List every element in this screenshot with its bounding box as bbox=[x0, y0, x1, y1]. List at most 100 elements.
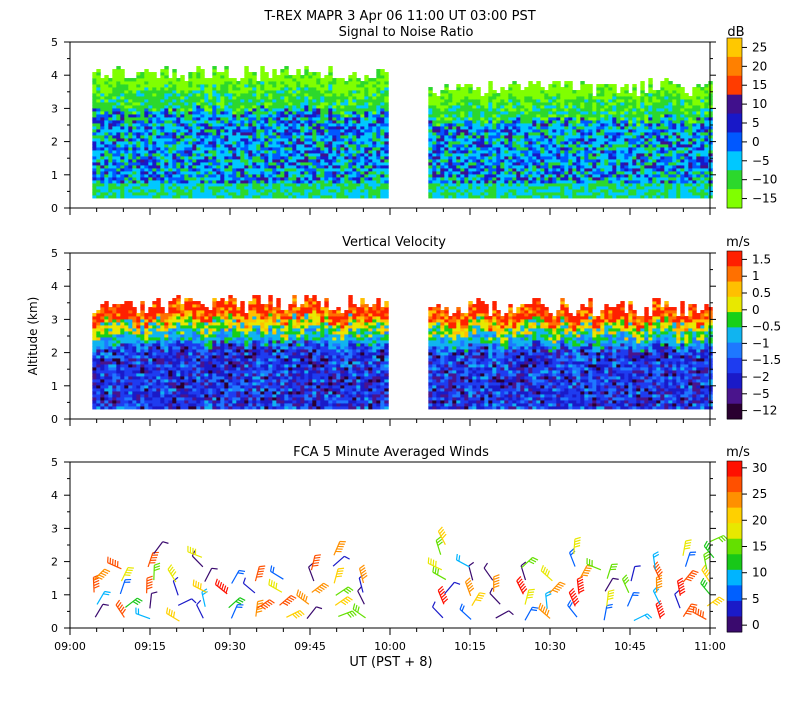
snr-cell bbox=[468, 141, 473, 145]
snr-cell bbox=[604, 123, 609, 127]
snr-cell bbox=[260, 150, 265, 154]
snr-cell bbox=[624, 114, 629, 118]
snr-cell bbox=[464, 144, 469, 148]
snr-cell bbox=[596, 144, 601, 148]
snr-cell bbox=[200, 72, 205, 76]
snr-cell bbox=[580, 96, 585, 100]
snr-cell bbox=[624, 159, 629, 163]
snr-cell bbox=[372, 147, 377, 151]
snr-cell bbox=[240, 96, 245, 100]
snr-cell bbox=[352, 105, 357, 109]
snr-cell bbox=[628, 144, 633, 148]
snr-cell bbox=[324, 174, 329, 178]
snr-cell bbox=[216, 138, 221, 142]
snr-cell bbox=[444, 117, 449, 121]
snr-cell bbox=[500, 150, 505, 154]
snr-cell bbox=[336, 120, 341, 124]
snr-cell bbox=[500, 135, 505, 139]
snr-cell bbox=[324, 120, 329, 124]
snr-cell bbox=[468, 153, 473, 157]
snr-cell bbox=[476, 90, 481, 94]
snr-cell bbox=[224, 81, 229, 85]
snr-cell bbox=[92, 195, 97, 199]
snr-cell bbox=[536, 141, 541, 145]
snr-cell bbox=[328, 159, 333, 163]
snr-cell bbox=[612, 102, 617, 106]
snr-cell bbox=[444, 138, 449, 142]
snr-cell bbox=[560, 117, 565, 121]
snr-cell bbox=[488, 93, 493, 97]
snr-cell bbox=[612, 174, 617, 178]
snr-cell bbox=[112, 120, 117, 124]
snr-cell bbox=[280, 72, 285, 76]
snr-cell bbox=[580, 171, 585, 175]
snr-cell bbox=[376, 93, 381, 97]
snr-cell bbox=[216, 162, 221, 166]
snr-cell bbox=[144, 159, 149, 163]
snr-cell bbox=[180, 138, 185, 142]
snr-cell bbox=[268, 126, 273, 130]
snr-cell bbox=[620, 99, 625, 103]
snr-cell bbox=[556, 174, 561, 178]
snr-cell bbox=[160, 120, 165, 124]
snr-cell bbox=[256, 186, 261, 190]
snr-cell bbox=[104, 99, 109, 103]
snr-cell bbox=[324, 171, 329, 175]
snr-cell bbox=[428, 150, 433, 154]
snr-cell bbox=[220, 171, 225, 175]
snr-cell bbox=[576, 108, 581, 112]
snr-cell bbox=[376, 159, 381, 163]
snr-cell bbox=[492, 126, 497, 130]
snr-cell bbox=[560, 93, 565, 97]
snr-cell bbox=[628, 93, 633, 97]
snr-cell bbox=[384, 123, 389, 127]
snr-cell bbox=[492, 183, 497, 187]
snr-cell bbox=[116, 156, 121, 160]
snr-cell bbox=[380, 144, 385, 148]
snr-cell bbox=[148, 129, 153, 133]
snr-cell bbox=[136, 99, 141, 103]
snr-cell bbox=[436, 174, 441, 178]
snr-cell bbox=[304, 99, 309, 103]
snr-cell bbox=[144, 171, 149, 175]
snr-cell bbox=[96, 105, 101, 109]
snr-cell bbox=[568, 87, 573, 91]
snr-cell bbox=[332, 126, 337, 130]
snr-cell bbox=[544, 96, 549, 100]
snr-cell bbox=[224, 174, 229, 178]
snr-cell bbox=[132, 150, 137, 154]
snr-cell bbox=[204, 180, 209, 184]
snr-cell bbox=[556, 195, 561, 199]
snr-cell bbox=[220, 87, 225, 91]
snr-cell bbox=[124, 105, 129, 109]
snr-cell bbox=[576, 120, 581, 124]
snr-cell bbox=[624, 186, 629, 190]
snr-cell bbox=[360, 147, 365, 151]
snr-cell bbox=[232, 192, 237, 196]
snr-cell bbox=[244, 81, 249, 85]
snr-cell bbox=[468, 123, 473, 127]
snr-cell bbox=[496, 189, 501, 193]
snr-cell bbox=[92, 171, 97, 175]
snr-cell bbox=[304, 150, 309, 154]
snr-cell bbox=[276, 75, 281, 79]
snr-cell bbox=[536, 84, 541, 88]
snr-cell bbox=[548, 96, 553, 100]
snr-cell bbox=[616, 150, 621, 154]
snr-cell bbox=[264, 138, 269, 142]
snr-cell bbox=[112, 156, 117, 160]
snr-cell bbox=[100, 90, 105, 94]
snr-cell bbox=[540, 165, 545, 169]
snr-cell bbox=[128, 165, 133, 169]
snr-cell bbox=[468, 159, 473, 163]
snr-cell bbox=[436, 102, 441, 106]
snr-cell bbox=[132, 114, 137, 118]
snr-cell bbox=[184, 87, 189, 91]
snr-cell bbox=[312, 105, 317, 109]
snr-cell bbox=[136, 147, 141, 151]
snr-cell bbox=[148, 183, 153, 187]
snr-cell bbox=[544, 168, 549, 172]
snr-cell bbox=[140, 102, 145, 106]
snr-cell bbox=[604, 93, 609, 97]
snr-cell bbox=[204, 168, 209, 172]
